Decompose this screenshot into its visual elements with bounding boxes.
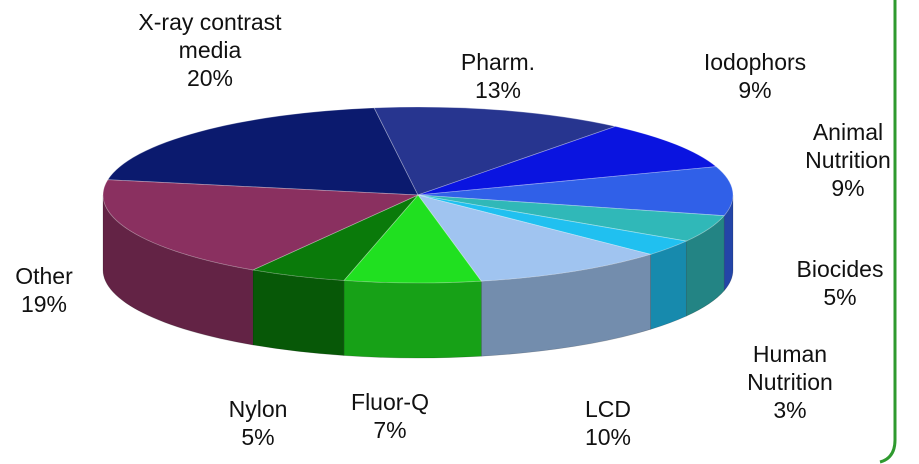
slice-name: Human Nutrition xyxy=(747,341,833,395)
slice-value: 9% xyxy=(738,77,772,103)
pie-slice xyxy=(417,194,725,242)
slice-name: X-ray contrast media xyxy=(138,9,282,63)
pie-slice xyxy=(102,179,419,271)
pie-side xyxy=(650,240,687,330)
slice-label: Animal Nutrition 9% xyxy=(783,118,913,202)
pie-slice xyxy=(107,107,419,196)
slice-name: Iodophors xyxy=(703,49,807,75)
slice-name: LCD xyxy=(584,396,631,422)
slice-name: Biocides xyxy=(796,256,884,282)
slice-label: Iodophors 9% xyxy=(680,48,830,104)
slice-name: Other xyxy=(15,263,73,289)
slice-value: 5% xyxy=(241,424,275,450)
pie-slice xyxy=(417,166,734,217)
pie-side xyxy=(343,280,482,359)
pie-slice xyxy=(251,194,419,281)
slice-label: Fluor-Q 7% xyxy=(330,388,450,444)
pie-slice xyxy=(373,106,617,196)
slice-label: Biocides 5% xyxy=(770,255,910,311)
slice-label: Human Nutrition 3% xyxy=(725,340,855,424)
pie-side xyxy=(252,269,345,356)
slice-value: 10% xyxy=(584,424,632,450)
slice-label: Pharm. 13% xyxy=(423,48,573,104)
slice-label: Nylon 5% xyxy=(208,395,308,451)
slice-value: 19% xyxy=(20,291,68,317)
slice-value: 20% xyxy=(186,65,234,91)
pie-slice xyxy=(417,126,718,196)
slice-name: Pharm. xyxy=(460,49,536,75)
slice-value: 7% xyxy=(373,417,407,443)
slice-name: Animal Nutrition xyxy=(805,119,891,173)
slice-value: 13% xyxy=(474,77,522,103)
slice-name: Fluor-Q xyxy=(351,389,429,415)
slice-label: LCD 10% xyxy=(548,395,668,451)
slice-value: 3% xyxy=(773,397,807,423)
slice-value: 5% xyxy=(823,284,857,310)
pie-slice xyxy=(417,194,653,282)
slice-label: Other 19% xyxy=(0,262,89,318)
pie-slice xyxy=(417,194,688,255)
slice-label: X-ray contrast media 20% xyxy=(115,8,305,92)
slice-value: 9% xyxy=(831,175,865,201)
pie-slice xyxy=(343,194,483,284)
slice-name: Nylon xyxy=(228,396,288,422)
frame-border xyxy=(879,0,897,464)
